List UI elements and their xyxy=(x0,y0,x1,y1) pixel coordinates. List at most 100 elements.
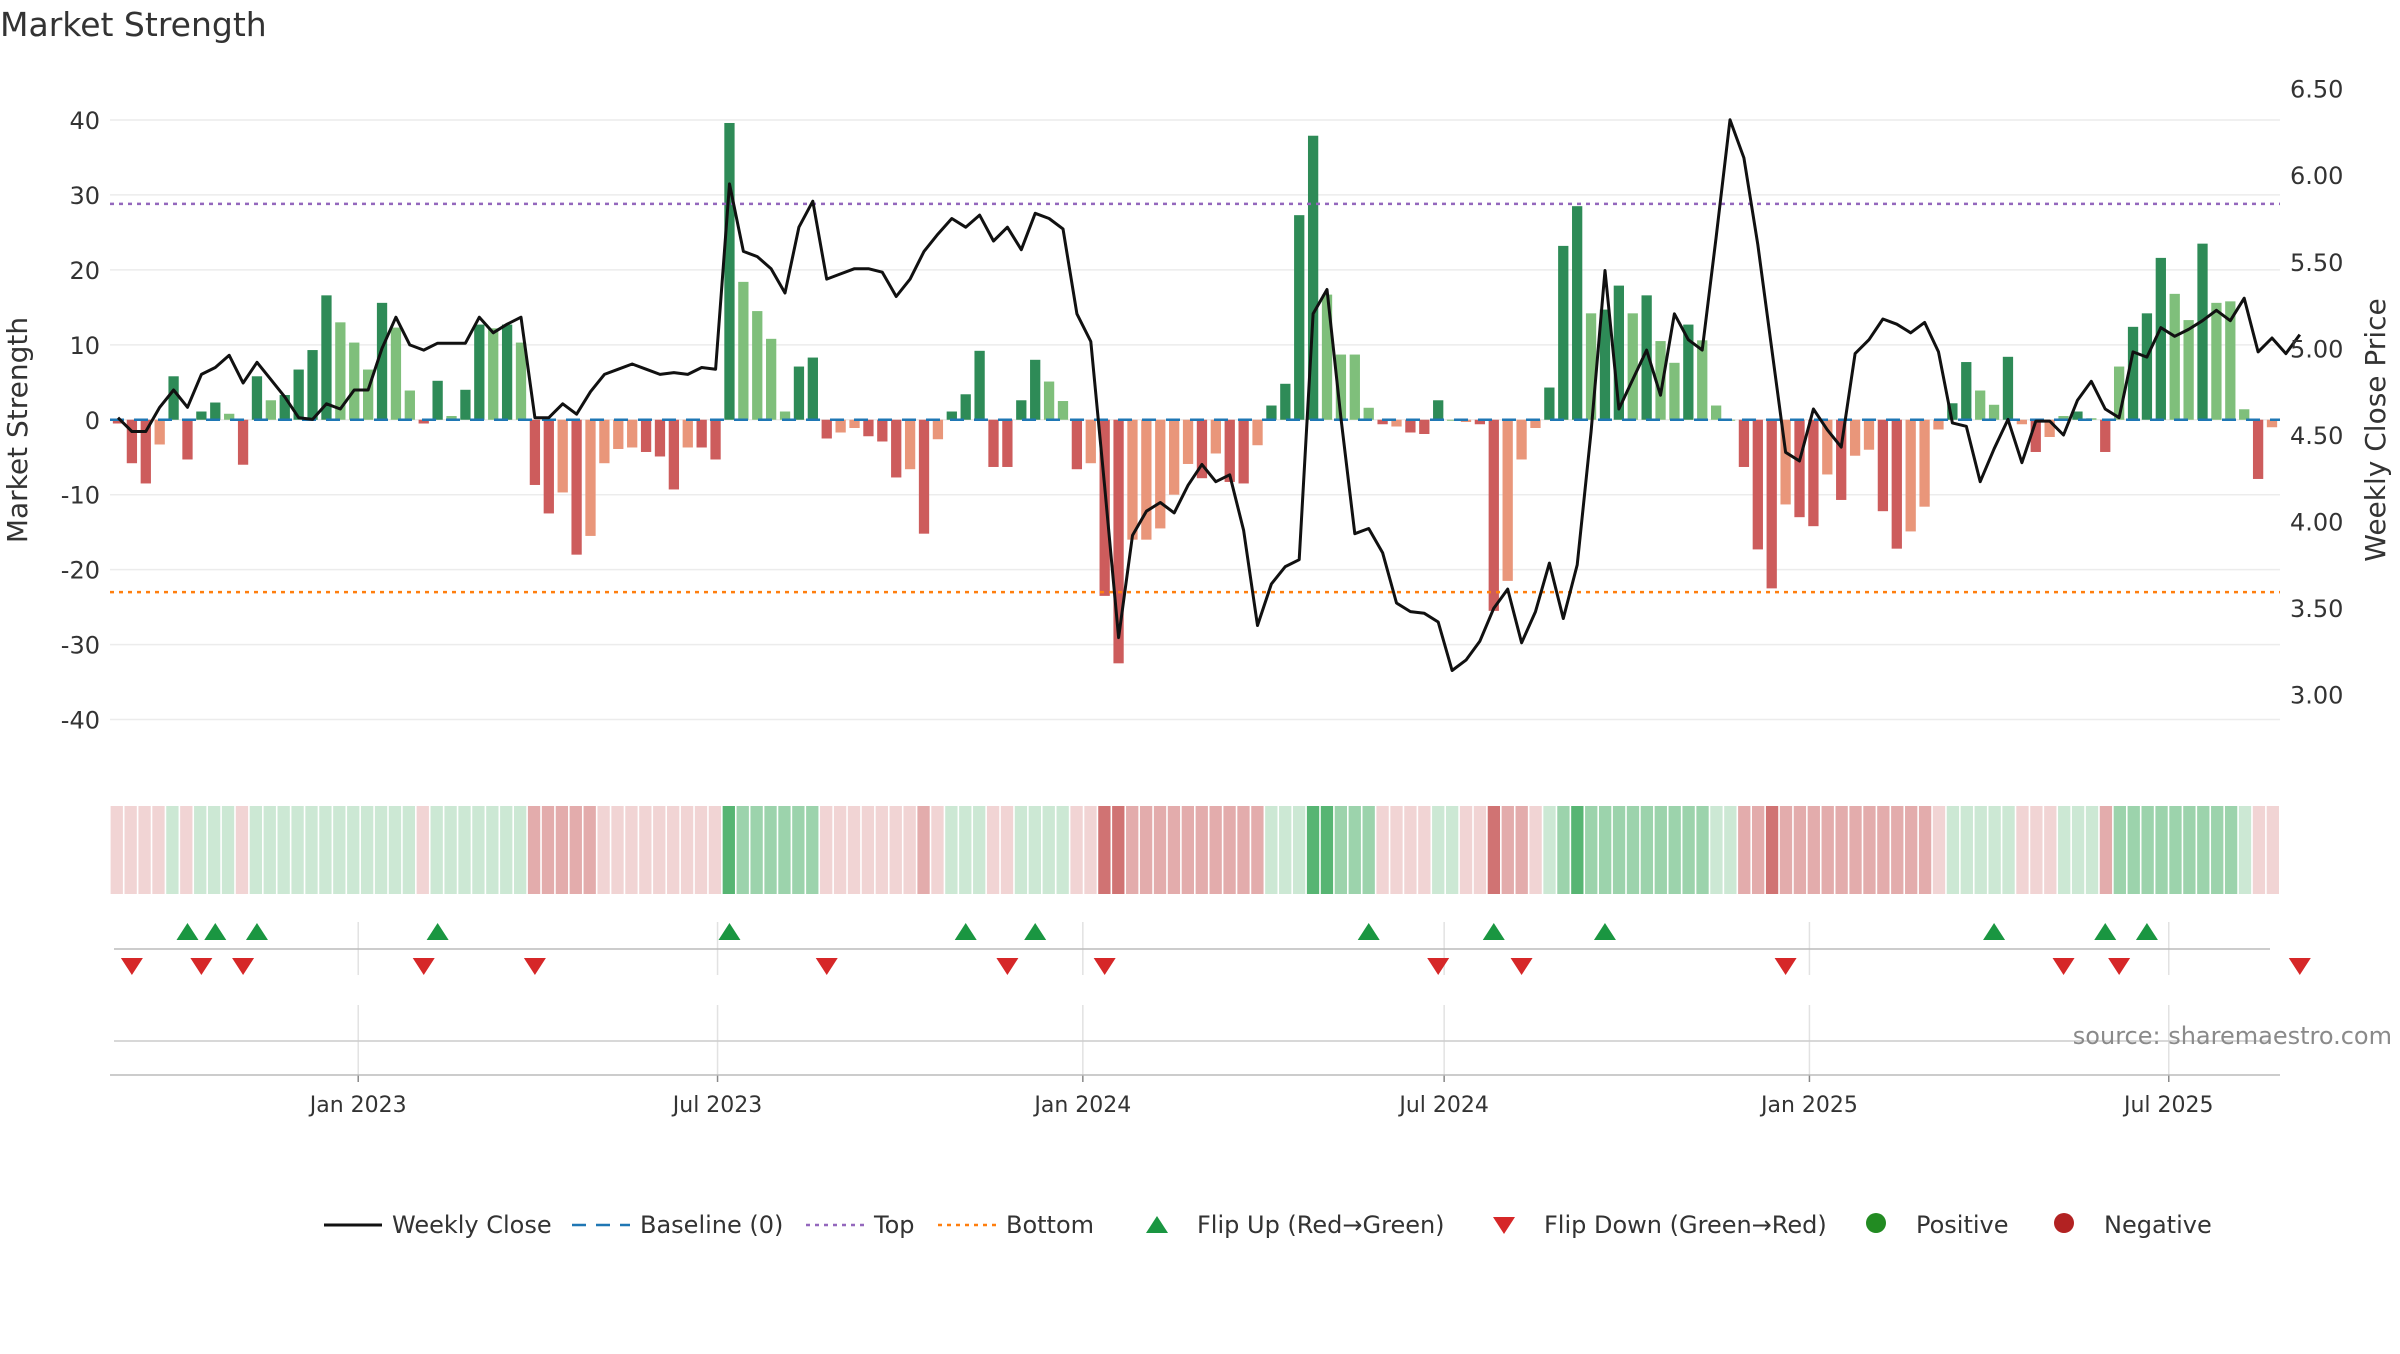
flip-down-marker xyxy=(412,958,435,975)
strength-bar xyxy=(1141,419,1152,540)
x-tick-label: Jan 2023 xyxy=(308,1093,407,1118)
flip-down-marker xyxy=(1510,958,1533,975)
reference-lines xyxy=(110,202,2280,594)
strip-cell xyxy=(1459,806,1473,894)
strength-bar xyxy=(793,366,805,420)
strength-bar xyxy=(1613,285,1624,420)
strength-bar xyxy=(807,357,818,420)
strip-cell xyxy=(792,806,805,894)
strength-bar xyxy=(349,342,360,420)
strength-bar xyxy=(1085,419,1096,464)
strength-bar xyxy=(112,419,124,424)
strength-bar xyxy=(140,419,151,484)
strength-bar xyxy=(335,322,346,420)
strength-bar xyxy=(126,419,138,464)
strength-bar xyxy=(738,281,749,420)
strip-cell xyxy=(1765,806,1779,894)
strip-cell xyxy=(1960,806,1973,894)
strip-cell xyxy=(889,806,902,894)
flip-down-marker xyxy=(996,958,1019,975)
strength-bar xyxy=(877,419,888,442)
strength-bar xyxy=(988,419,999,467)
strength-bar xyxy=(2141,313,2153,420)
y-tick-label: -30 xyxy=(61,632,100,660)
strength-bar xyxy=(1766,419,1777,589)
strength-bar xyxy=(1961,362,1972,420)
strength-bar xyxy=(1405,419,1416,433)
strength-bar xyxy=(404,390,415,420)
y2-tick-label: 3.50 xyxy=(2290,595,2343,623)
strength-bar xyxy=(210,402,221,420)
strength-bar xyxy=(918,419,930,534)
strip-cell xyxy=(1668,806,1681,894)
strip-cell xyxy=(1835,806,1848,894)
strip-cell xyxy=(124,806,137,894)
strip-cell xyxy=(694,806,708,894)
strength-bar xyxy=(1363,407,1374,420)
strip-cell xyxy=(778,806,791,894)
strip-cell xyxy=(166,806,179,894)
strip-cell xyxy=(2141,806,2154,894)
flip-down-marker xyxy=(232,958,255,975)
strip-cell xyxy=(402,806,416,894)
strength-bar xyxy=(1780,419,1791,505)
strength-bar xyxy=(1975,390,1986,420)
strength-bar xyxy=(1585,313,1597,420)
strip-cell xyxy=(1404,806,1417,894)
strength-bar xyxy=(1419,419,1430,434)
x-tick-label: Jan 2024 xyxy=(1032,1093,1131,1118)
strength-bar xyxy=(1321,294,1333,420)
strength-bar xyxy=(1224,419,1235,482)
strength-bar xyxy=(1127,419,1138,540)
strength-bar xyxy=(1558,245,1569,420)
strength-bar xyxy=(168,376,179,420)
strip-cell xyxy=(1626,806,1640,894)
strength-bar xyxy=(1280,383,1291,420)
strength-bar xyxy=(1488,419,1499,611)
strip-cell xyxy=(1445,806,1459,894)
strip-cell xyxy=(833,806,847,894)
strip-cell xyxy=(2224,806,2238,894)
strip-cell xyxy=(1738,806,1751,894)
strength-bar xyxy=(863,419,874,437)
y2-tick-label: 5.50 xyxy=(2290,249,2343,277)
strip-cell xyxy=(1543,806,1556,894)
strength-bar xyxy=(849,419,860,429)
strip-cell xyxy=(180,806,193,894)
strip-cell xyxy=(1807,806,1820,894)
strip-cell xyxy=(1348,806,1361,894)
strip-cell xyxy=(333,806,346,894)
x-tick-label: Jul 2023 xyxy=(671,1093,763,1118)
strength-bar xyxy=(668,419,680,490)
flip-up-marker xyxy=(204,923,227,940)
x-tick-label: Jan 2025 xyxy=(1759,1093,1858,1118)
strength-bar xyxy=(946,411,957,420)
flip-up-marker xyxy=(1983,923,2006,940)
strip-cell xyxy=(708,806,722,894)
strength-bar xyxy=(2016,419,2027,425)
strength-bar xyxy=(1655,341,1666,420)
strength-bar xyxy=(1738,419,1750,467)
strength-bar xyxy=(1627,313,1638,420)
strength-bar xyxy=(2169,293,2180,420)
flip-up-marker xyxy=(1482,923,1505,940)
flip-down-marker xyxy=(2108,958,2131,975)
strip-cell xyxy=(2002,806,2015,894)
strip-cell xyxy=(235,806,249,894)
strip-cell xyxy=(1028,806,1041,894)
strip-cell xyxy=(611,806,624,894)
strength-bar xyxy=(2252,419,2264,479)
strength-bar xyxy=(1057,401,1069,420)
strip-cell xyxy=(1042,806,1055,894)
strength-bar xyxy=(654,419,666,457)
y-tick-label: -10 xyxy=(61,482,100,510)
strip-cell xyxy=(1181,806,1194,894)
strength-bar xyxy=(724,122,735,420)
strip-cell xyxy=(1418,806,1431,894)
y-tick-label: 40 xyxy=(69,107,100,135)
strip-cell xyxy=(2155,806,2168,894)
weekly-close-layer xyxy=(116,118,2302,672)
strip-cell xyxy=(1793,806,1807,894)
